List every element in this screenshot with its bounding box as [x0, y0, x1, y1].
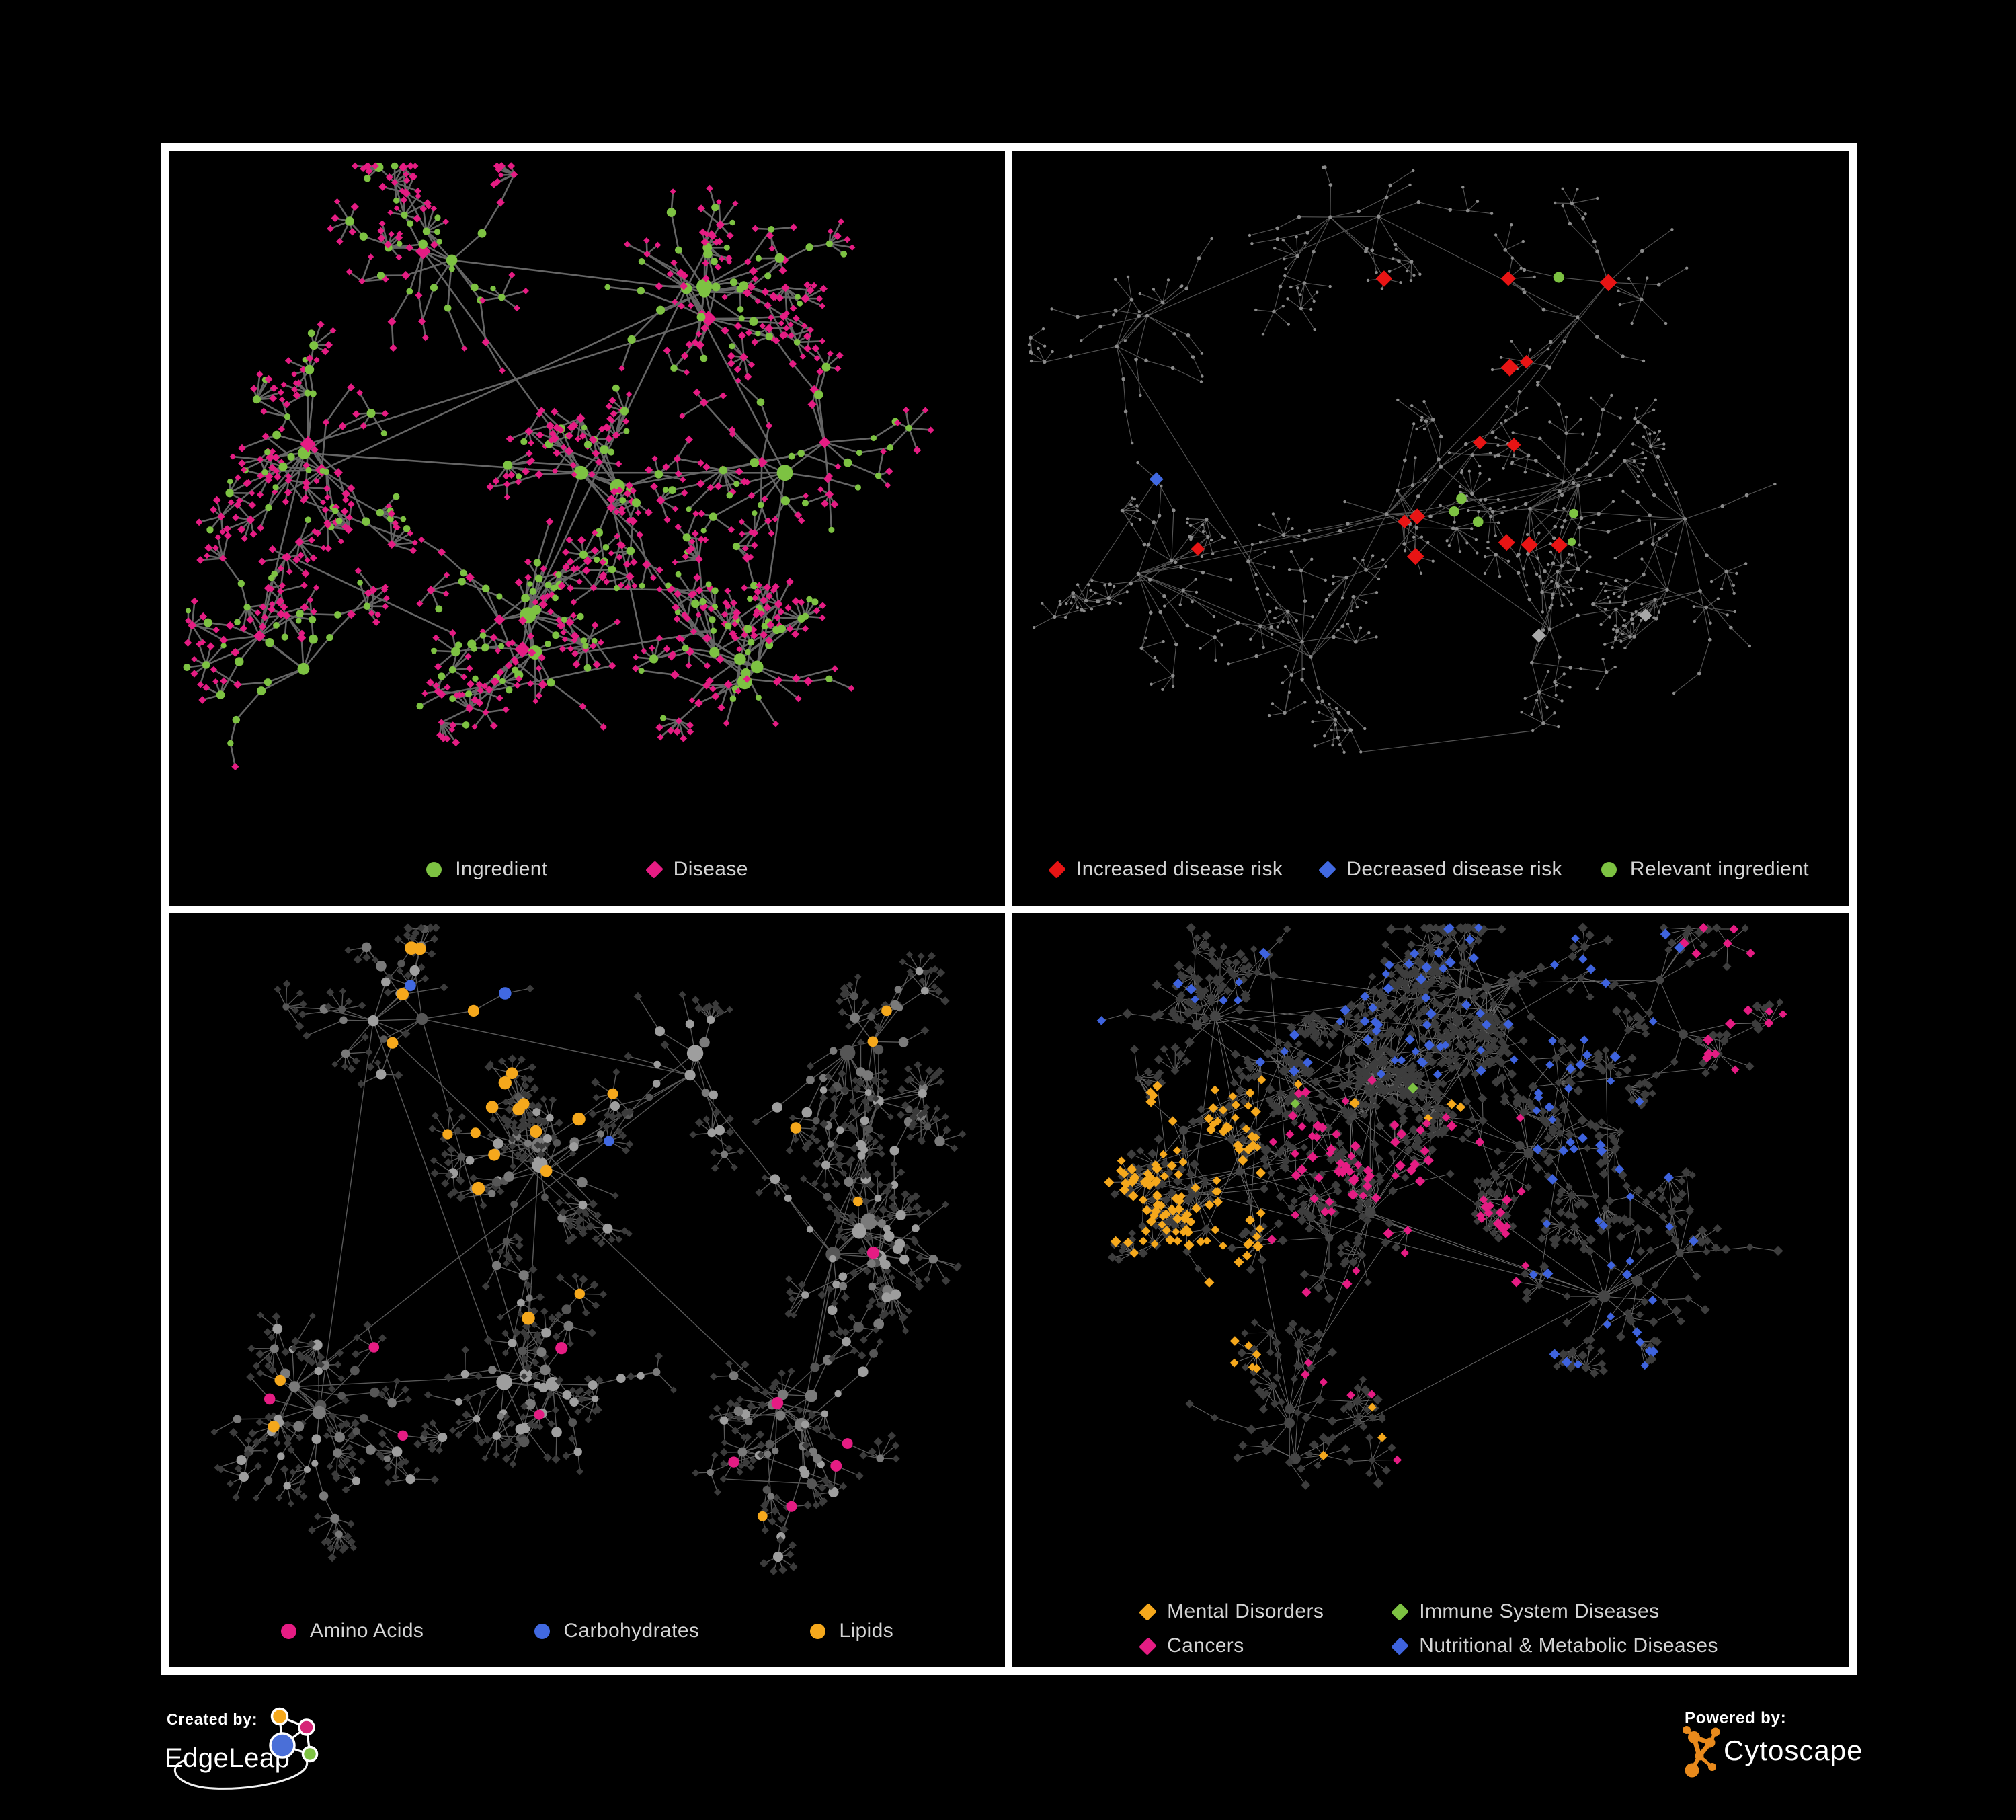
edgeleap-brand-text: EdgeLeap	[165, 1743, 290, 1773]
legend-label-ingredient: Ingredient	[455, 858, 548, 880]
legend-label-decreased-risk: Decreased disease risk	[1346, 858, 1562, 880]
legend-label-amino-acids: Amino Acids	[309, 1620, 424, 1642]
legend-item-disease: Disease	[645, 858, 748, 881]
legend-label-carbohydrates: Carbohydrates	[563, 1620, 700, 1642]
relevant-ingredient-circle-icon	[1601, 861, 1617, 877]
legend-item-decreased-risk: Decreased disease risk	[1318, 858, 1562, 881]
amino-acids-circle-icon	[280, 1623, 296, 1639]
increased-risk-diamond-icon	[1048, 860, 1066, 879]
legend-label-disease: Disease	[673, 858, 748, 880]
edgeleap-network-icon	[174, 1707, 319, 1790]
legend-label-nutritional-metabolic: Nutritional & Metabolic Diseases	[1419, 1634, 1718, 1657]
legend-item-cancers: Cancers	[1139, 1634, 1324, 1657]
mental-disorders-diamond-icon	[1139, 1602, 1157, 1621]
panel-macronutrients: Amino Acids Carbohydrates Lipids	[169, 913, 1005, 1667]
carbohydrates-circle-icon	[534, 1623, 551, 1639]
disease-risk-network-canvas	[1027, 165, 1777, 754]
legend-item-lipids: Lipids	[810, 1620, 893, 1643]
legend-label-increased-risk: Increased disease risk	[1076, 858, 1283, 880]
legend-item-immune-diseases: Immune System Diseases	[1391, 1600, 1718, 1623]
edgeleap-node-blue	[269, 1732, 296, 1759]
panel-disease-categories: Mental Disorders Immune System Diseases …	[1012, 913, 1849, 1667]
legend-disease-risk: Increased disease risk Decreased disease…	[1012, 858, 1849, 881]
edgeleap-swoosh	[174, 1757, 309, 1790]
legend-item-ingredient: Ingredient	[426, 858, 547, 881]
disease-category-network-canvas	[1096, 922, 1787, 1490]
legend-item-increased-risk: Increased disease risk	[1048, 858, 1283, 881]
cancers-diamond-icon	[1139, 1636, 1157, 1655]
panel-frame: Ingredient Disease Increased disease ris…	[161, 143, 1857, 1675]
legend-ingredient-disease: Ingredient Disease	[169, 858, 1005, 881]
cytoscape-attribution: Powered by:	[1681, 1708, 1869, 1788]
edgeleap-logo: Created by: EdgeLeap	[165, 1707, 319, 1790]
immune-diseases-diamond-icon	[1391, 1602, 1410, 1621]
ingredient-disease-network-canvas	[183, 162, 934, 771]
cytoscape-logo: Powered by:	[1683, 1709, 1863, 1778]
decreased-risk-diamond-icon	[1318, 860, 1337, 879]
edgeleap-node-green	[301, 1745, 319, 1763]
edgeleap-node-pink	[298, 1718, 315, 1736]
edgeleap-node-orange	[270, 1707, 289, 1726]
legend-item-nutritional-metabolic: Nutritional & Metabolic Diseases	[1391, 1634, 1718, 1657]
legend-item-relevant-ingredient: Relevant ingredient	[1601, 858, 1809, 881]
edgeleap-attribution: Created by: EdgeLeap	[163, 1706, 372, 1817]
panel-disease-risk: Increased disease risk Decreased disease…	[1012, 151, 1849, 906]
legend-label-lipids: Lipids	[839, 1620, 894, 1642]
legend-item-amino-acids: Amino Acids	[280, 1620, 424, 1643]
macronutrient-network-canvas	[210, 923, 967, 1575]
nutritional-metabolic-diamond-icon	[1391, 1636, 1410, 1655]
cytoscape-network-icon	[1683, 1726, 1720, 1778]
legend-label-mental-disorders: Mental Disorders	[1167, 1600, 1324, 1622]
created-by-label: Created by:	[167, 1710, 257, 1728]
legend-item-carbohydrates: Carbohydrates	[534, 1620, 699, 1643]
disease-diamond-icon	[645, 860, 663, 879]
legend-label-relevant-ingredient: Relevant ingredient	[1629, 858, 1809, 880]
panel-ingredient-disease: Ingredient Disease	[169, 151, 1005, 906]
legend-label-cancers: Cancers	[1167, 1634, 1244, 1657]
ingredient-circle-icon	[426, 861, 442, 877]
lipids-circle-icon	[810, 1623, 826, 1639]
powered-by-label: Powered by:	[1685, 1709, 1787, 1727]
legend-macronutrients: Amino Acids Carbohydrates Lipids	[169, 1620, 1005, 1643]
cytoscape-brand-text: Cytoscape	[1724, 1735, 1863, 1766]
legend-disease-categories: Mental Disorders Immune System Diseases …	[1012, 1600, 1849, 1657]
legend-label-immune-diseases: Immune System Diseases	[1419, 1600, 1660, 1622]
legend-item-mental-disorders: Mental Disorders	[1139, 1600, 1324, 1623]
